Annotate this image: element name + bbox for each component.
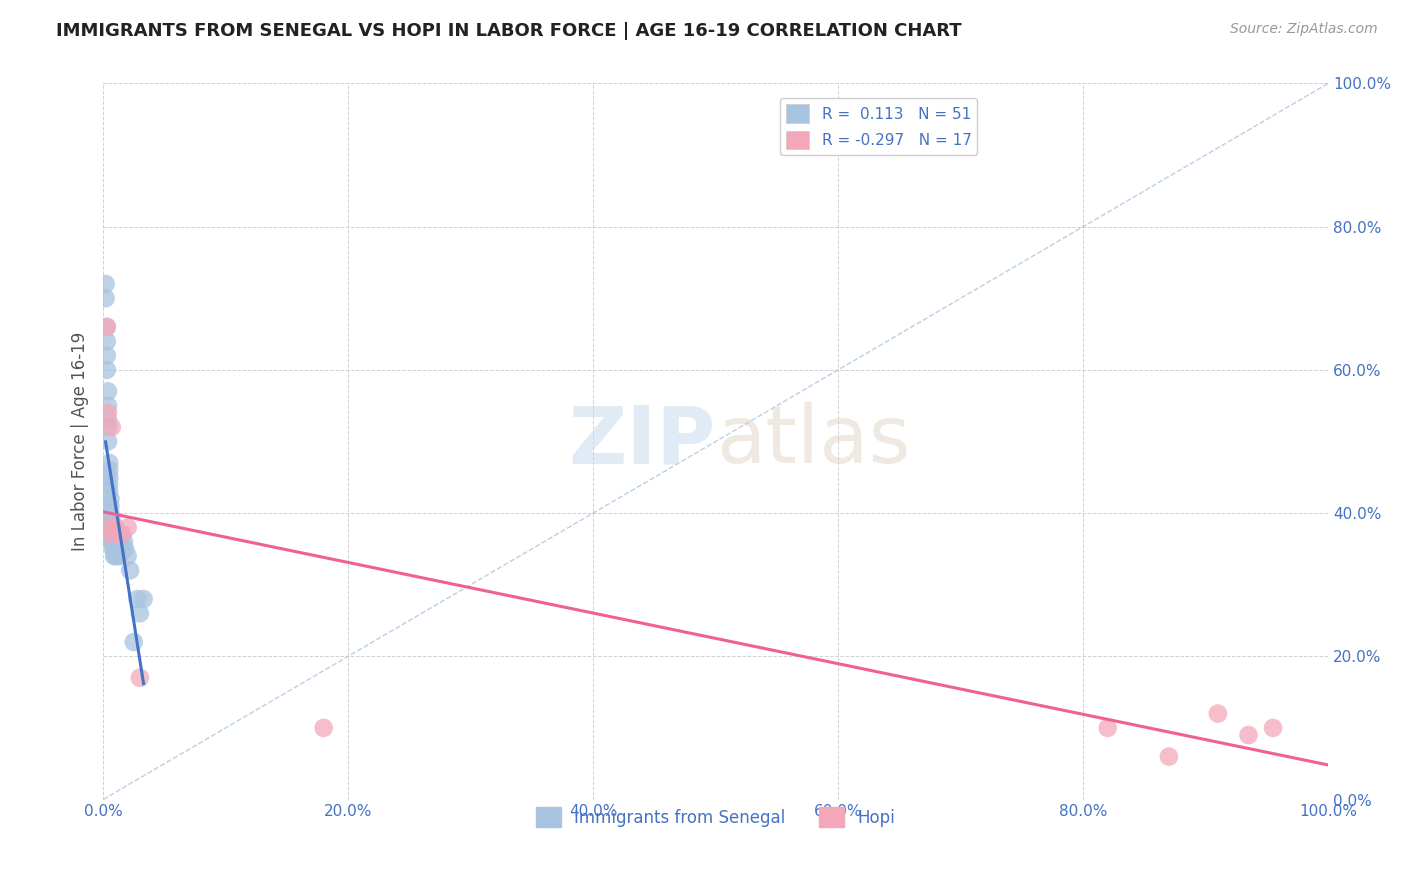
Point (104, 549, 127, 563)
Text: ZIP: ZIP (568, 402, 716, 481)
Point (98, 520, 121, 534)
Point (100, 520, 122, 534)
Text: IMMIGRANTS FROM SENEGAL VS HOPI IN LABOR FORCE | AGE 16-19 CORRELATION CHART: IMMIGRANTS FROM SENEGAL VS HOPI IN LABOR… (56, 22, 962, 40)
Point (101, 541, 124, 556)
Point (1097, 721, 1119, 735)
Point (105, 534, 128, 549)
Point (105, 541, 128, 556)
Point (100, 527, 122, 541)
Point (312, 721, 335, 735)
Point (97, 399, 120, 413)
Point (104, 534, 127, 549)
Point (110, 541, 132, 556)
Point (97, 420, 120, 434)
Point (103, 541, 125, 556)
Point (94, 277, 117, 291)
Point (100, 527, 122, 541)
Point (1261, 721, 1284, 735)
Legend: Immigrants from Senegal, Hopi: Immigrants from Senegal, Hopi (530, 800, 901, 834)
Text: atlas: atlas (716, 402, 910, 481)
Point (100, 513, 122, 527)
Point (1206, 706, 1229, 721)
Point (98, 463, 121, 477)
Point (107, 541, 129, 556)
Point (96, 319, 118, 334)
Point (100, 499, 122, 513)
Point (98, 470, 121, 484)
Y-axis label: In Labor Force | Age 16-19: In Labor Force | Age 16-19 (72, 332, 89, 551)
Point (112, 534, 135, 549)
Point (103, 549, 125, 563)
Point (97, 434, 120, 449)
Point (100, 513, 122, 527)
Text: Source: ZipAtlas.com: Source: ZipAtlas.com (1230, 22, 1378, 37)
Point (94, 291, 117, 305)
Point (120, 563, 142, 577)
Point (117, 520, 139, 534)
Point (96, 334, 118, 349)
Point (1237, 728, 1260, 742)
Point (127, 592, 149, 607)
Point (132, 592, 155, 607)
Point (96, 319, 118, 334)
Point (100, 506, 122, 520)
Point (101, 527, 124, 541)
Point (97, 413, 120, 427)
Point (98, 456, 121, 470)
Point (96, 363, 118, 377)
Point (128, 607, 150, 621)
Point (100, 534, 122, 549)
Point (104, 541, 127, 556)
Point (110, 527, 132, 541)
Point (104, 520, 127, 534)
Point (122, 635, 145, 649)
Point (100, 527, 122, 541)
Point (100, 491, 122, 506)
Point (114, 541, 136, 556)
Point (100, 420, 122, 434)
Point (117, 549, 139, 563)
Point (98, 484, 121, 499)
Point (108, 549, 131, 563)
Point (128, 671, 150, 685)
Point (97, 384, 120, 399)
Point (96, 349, 118, 363)
Point (101, 520, 124, 534)
Point (101, 534, 124, 549)
Point (111, 527, 134, 541)
Point (97, 406, 120, 420)
Point (107, 549, 129, 563)
Point (103, 534, 125, 549)
Point (1157, 749, 1180, 764)
Point (98, 477, 121, 491)
Point (100, 520, 122, 534)
